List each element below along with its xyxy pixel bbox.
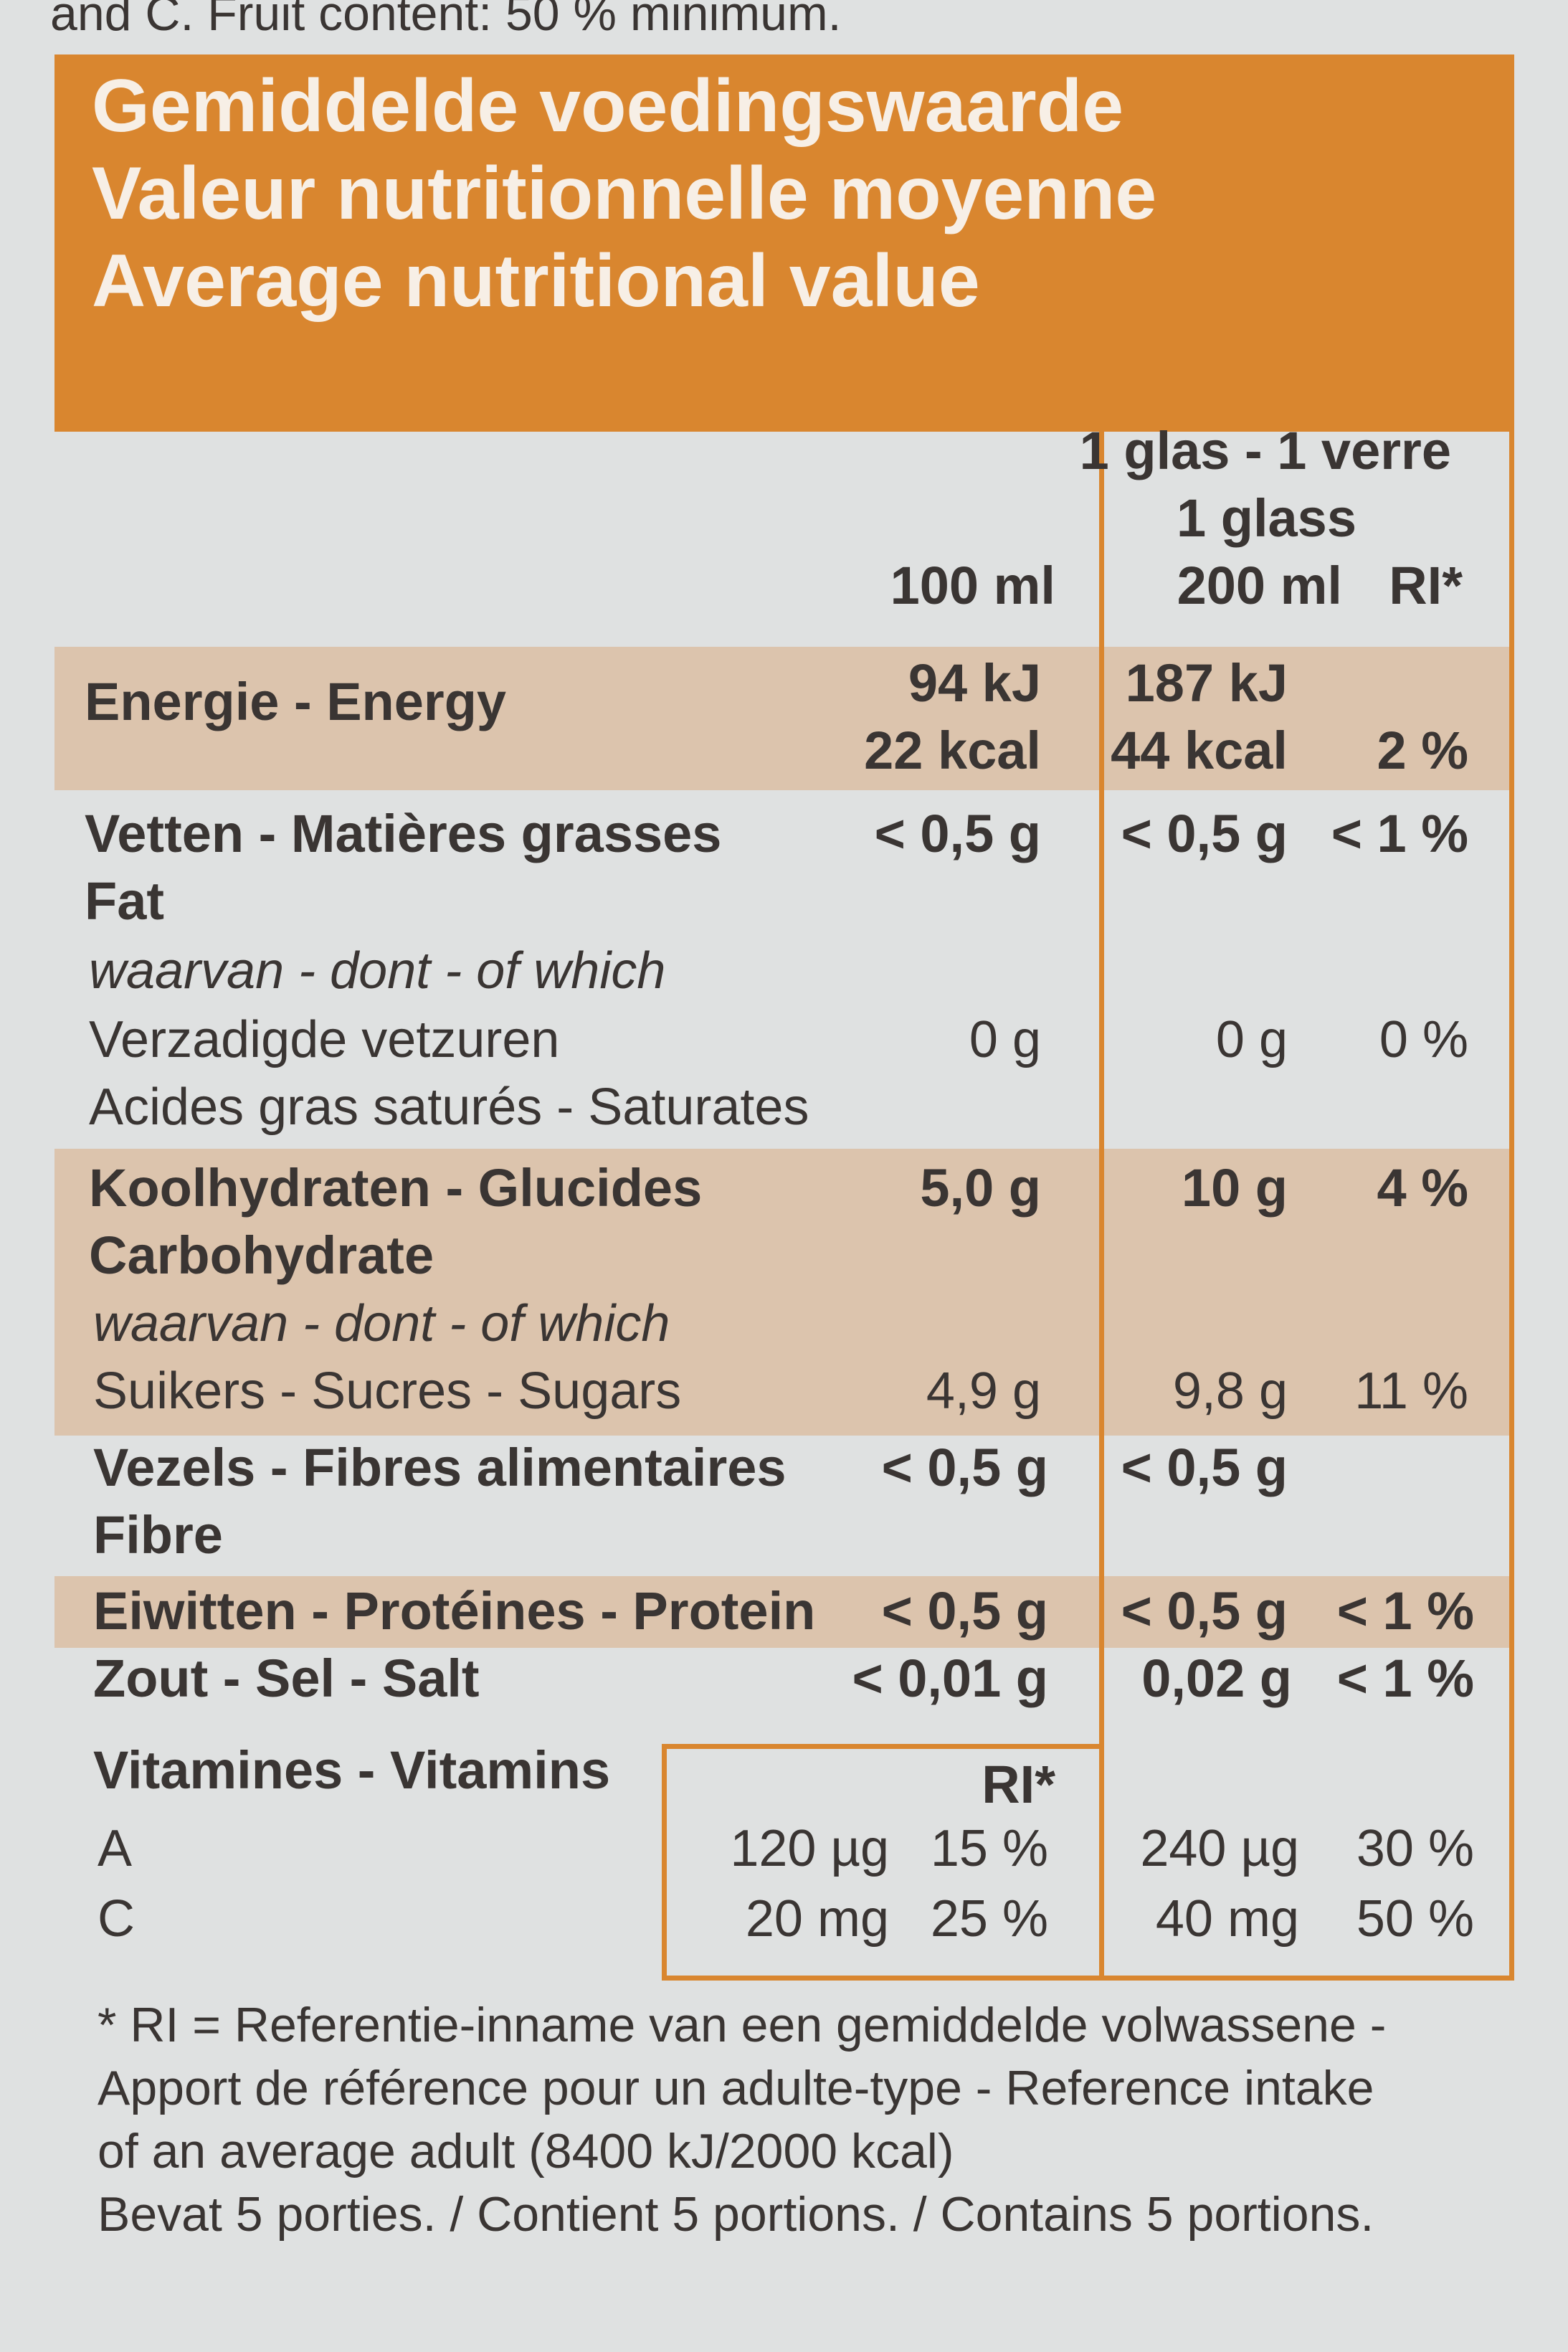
vitamin-a-ri100: 15 % (930, 1820, 1048, 1877)
carbs-ri: 4 % (1377, 1158, 1468, 1218)
col-header-ri: RI* (1389, 556, 1463, 615)
vitamin-c-100: 20 mg (745, 1890, 889, 1948)
fibre-label: Vezels - Fibres alimentaires (93, 1438, 787, 1497)
vitamin-a-200: 240 µg (1140, 1820, 1299, 1877)
header-title-en: Average nutritional value (92, 240, 980, 323)
energy-ri: 2 % (1377, 721, 1468, 780)
vitamins-box-left (662, 1744, 667, 1981)
saturates-label: Verzadigde vetzuren (89, 1011, 560, 1068)
header-title-nl: Gemiddelde voedingswaarde (92, 65, 1124, 148)
fibre-200: < 0,5 g (1121, 1438, 1288, 1497)
top-strip-text: and C. Fruit content: 50 % minimum. (50, 0, 842, 41)
carbs-label: Koolhydraten - Glucides (89, 1158, 703, 1218)
sugars-label: Suikers - Sucres - Sugars (93, 1362, 682, 1420)
salt-200: 0,02 g (1141, 1649, 1292, 1708)
col-header-glass-line1: 1 glas - 1 verre (1079, 421, 1451, 480)
saturates-ri: 0 % (1379, 1011, 1468, 1068)
vitamin-c-ri100: 25 % (930, 1890, 1048, 1948)
energy-100-kj: 94 kJ (908, 653, 1041, 713)
protein-label: Eiwitten - Protéines - Protein (93, 1581, 816, 1641)
carbs-row-bg (54, 1149, 1514, 1436)
carbs-200: 10 g (1181, 1158, 1288, 1218)
nutrition-table: 1 glas - 1 verre 1 glass 100 ml 200 ml R… (54, 396, 1514, 1981)
fat-200: < 0,5 g (1121, 804, 1288, 863)
vitamin-a-ri200: 30 % (1356, 1820, 1474, 1877)
fibre-100: < 0,5 g (881, 1438, 1048, 1497)
fat-of-which: waarvan - dont - of which (89, 942, 666, 1000)
vitamin-c-label: C (98, 1890, 135, 1948)
right-border (1509, 396, 1514, 1981)
vitamin-a-label: A (98, 1820, 133, 1877)
saturates-label-2: Acides gras saturés - Saturates (89, 1078, 809, 1136)
footnote-line3: of an average adult (8400 kJ/2000 kcal) (98, 2124, 954, 2178)
energy-row-bg (54, 647, 1514, 790)
saturates-200: 0 g (1215, 1011, 1288, 1068)
protein-ri: < 1 % (1336, 1581, 1474, 1641)
sugars-ri: 11 % (1354, 1362, 1468, 1420)
carbs-of-which: waarvan - dont - of which (93, 1295, 670, 1352)
column-divider (1099, 396, 1104, 1981)
footnote-line1: * RI = Referentie-inname van een gemidde… (98, 1998, 1387, 2052)
footnote-line4: Bevat 5 porties. / Contient 5 portions. … (98, 2187, 1374, 2242)
salt-ri: < 1 % (1336, 1649, 1474, 1708)
header-band: Gemiddelde voedingswaarde Valeur nutriti… (54, 54, 1514, 432)
col-header-glass-line2: 1 glass (1177, 488, 1356, 548)
sugars-200: 9,8 g (1172, 1362, 1288, 1420)
salt-100: < 0,01 g (852, 1649, 1048, 1708)
vitamins-label: Vitamines - Vitamins (93, 1740, 611, 1800)
vitamins-box-top (662, 1744, 1104, 1749)
fat-label: Vetten - Matières grasses (85, 804, 722, 863)
fat-100: < 0,5 g (874, 804, 1041, 863)
saturates-100: 0 g (969, 1011, 1041, 1068)
fat-ri: < 1 % (1331, 804, 1468, 863)
sugars-100: 4,9 g (926, 1362, 1041, 1420)
protein-row-bg (54, 1576, 1514, 1648)
vitamin-a-100: 120 µg (730, 1820, 889, 1877)
vitamins-ri-header: RI* (982, 1755, 1055, 1814)
energy-100-kcal: 22 kcal (864, 721, 1041, 780)
carbs-label-en: Carbohydrate (89, 1225, 434, 1285)
salt-label: Zout - Sel - Salt (93, 1649, 480, 1708)
protein-100: < 0,5 g (881, 1581, 1048, 1641)
energy-label: Energie - Energy (85, 672, 507, 731)
table-bottom-border (662, 1976, 1514, 1981)
col-header-100ml: 100 ml (890, 556, 1055, 615)
footnote-line2: Apport de référence pour un adulte-type … (98, 2061, 1374, 2115)
fat-label-en: Fat (85, 871, 164, 931)
energy-200-kj: 187 kJ (1125, 653, 1288, 713)
protein-200: < 0,5 g (1121, 1581, 1288, 1641)
vitamin-c-ri200: 50 % (1356, 1890, 1474, 1948)
fibre-label-en: Fibre (93, 1505, 223, 1565)
carbs-100: 5,0 g (920, 1158, 1041, 1218)
energy-200-kcal: 44 kcal (1111, 721, 1288, 780)
vitamin-c-200: 40 mg (1155, 1890, 1299, 1948)
col-header-200ml: 200 ml (1177, 556, 1342, 615)
header-title-fr: Valeur nutritionnelle moyenne (92, 152, 1157, 235)
